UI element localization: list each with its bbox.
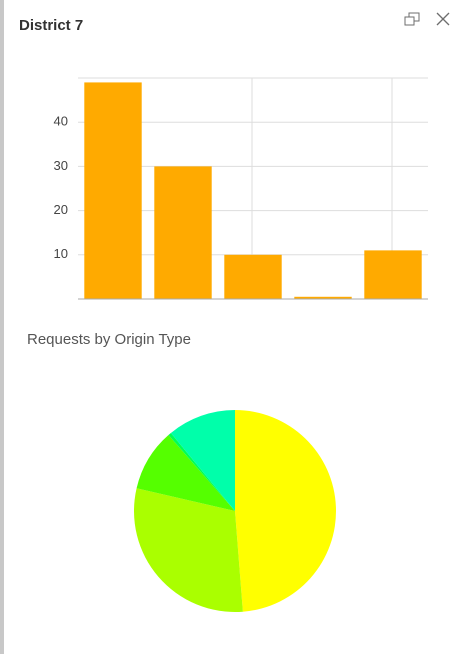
bar [154, 166, 212, 299]
pie-title: Requests by Origin Type [27, 331, 191, 348]
y-tick-label: 30 [54, 158, 68, 173]
bar [224, 254, 282, 299]
y-tick-label: 10 [54, 246, 68, 261]
pie-slice [134, 488, 243, 612]
y-tick-label: 20 [54, 202, 68, 217]
bar [364, 250, 422, 299]
bar [294, 296, 352, 299]
pie-slice [168, 432, 235, 511]
close-button[interactable] [436, 12, 450, 26]
left-border [0, 0, 4, 654]
dock-button[interactable] [404, 12, 420, 26]
pie-slice [235, 410, 336, 612]
pie-slice [136, 434, 235, 511]
pie-slice [170, 410, 235, 511]
bar [84, 82, 142, 299]
y-tick-label: 40 [54, 114, 68, 129]
popup-title: District 7 [19, 17, 83, 34]
